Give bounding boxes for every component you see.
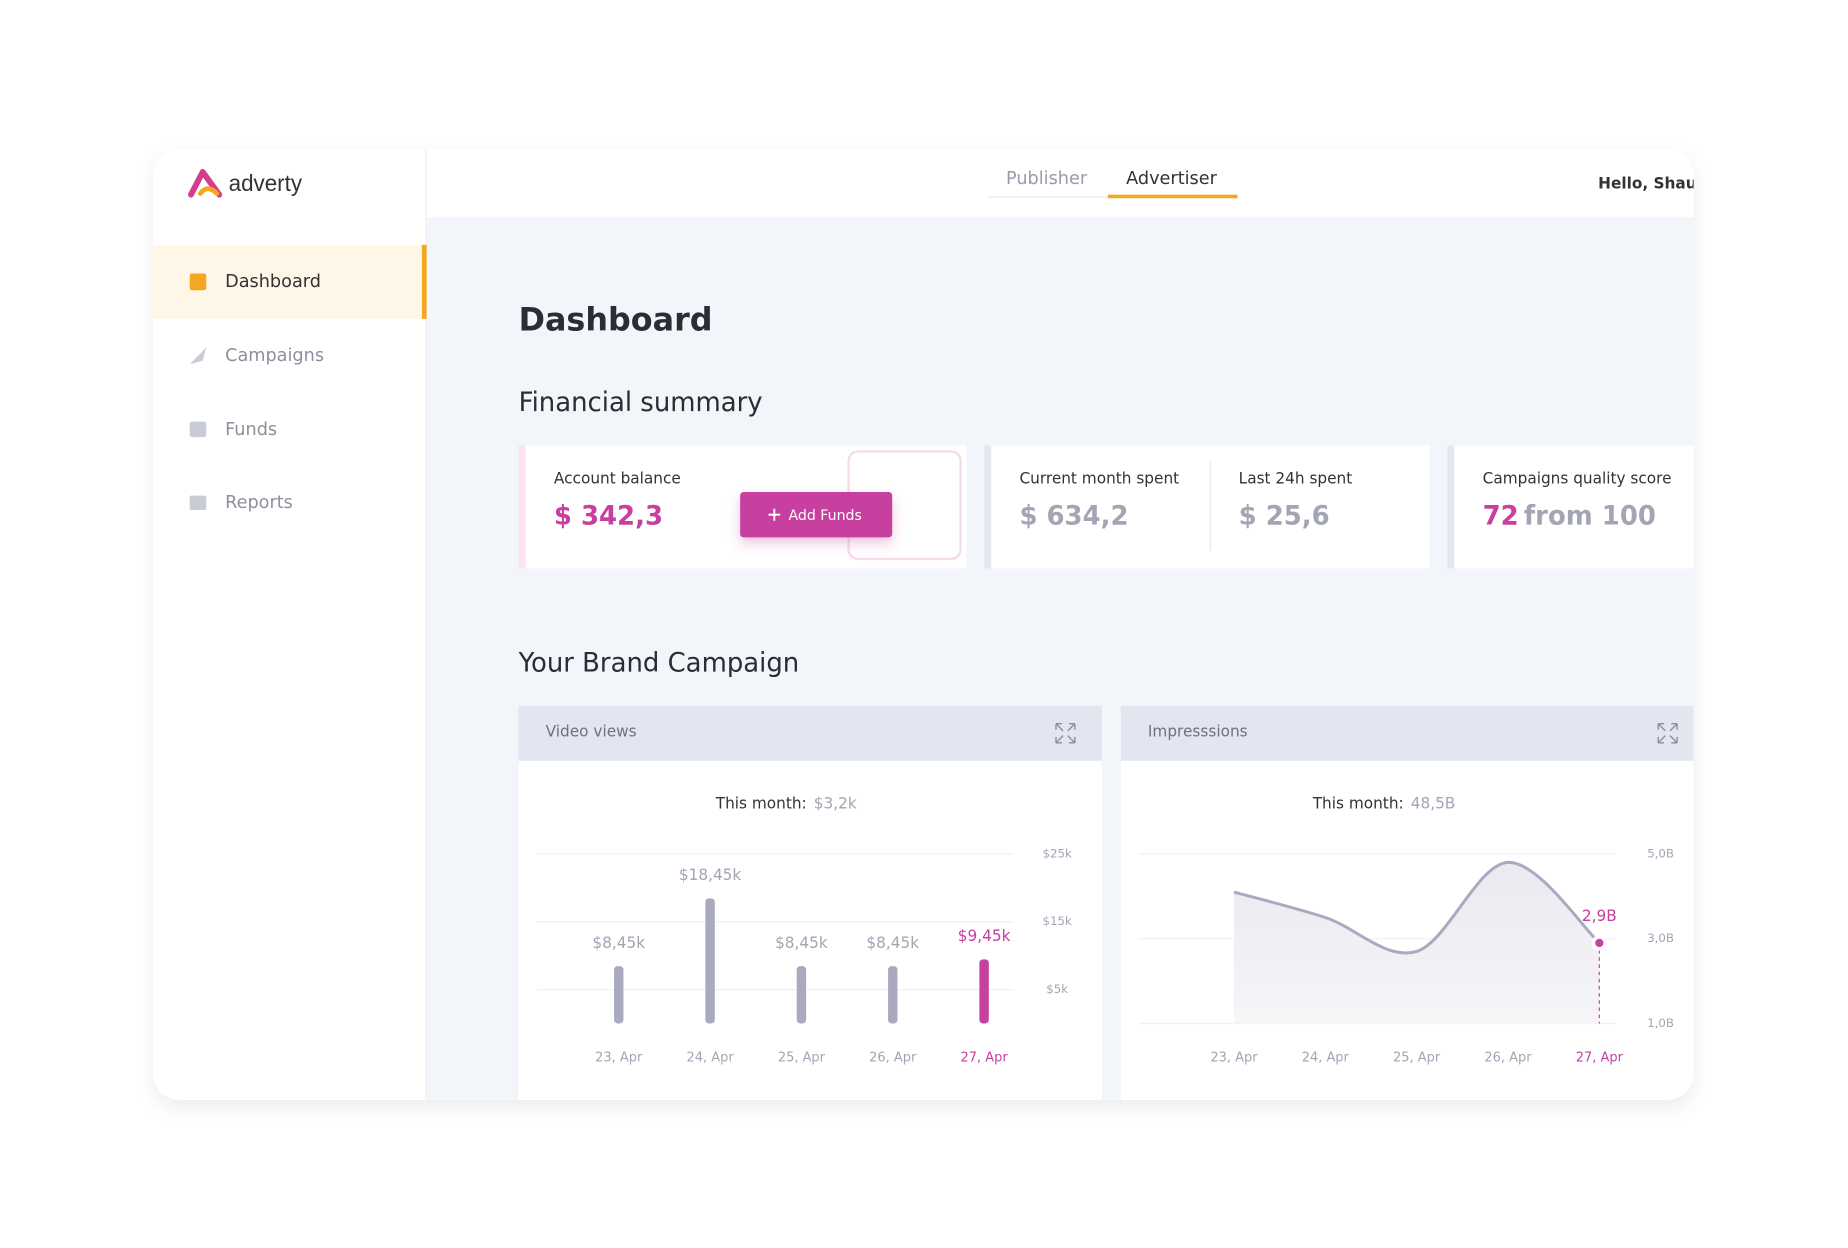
tab[interactable]: Publisher: [1006, 168, 1088, 189]
card-label: Current month spent: [1019, 469, 1179, 487]
section-title: Financial summary: [519, 388, 763, 418]
add-funds-button[interactable]: [740, 492, 893, 538]
x-tick-label: 27, Apr: [961, 1051, 1009, 1066]
y-tick-label: 5,0B: [1647, 846, 1674, 860]
nav-item[interactable]: Reports: [225, 492, 293, 513]
bar: [705, 898, 715, 1024]
section-title: Your Brand Campaign: [518, 648, 800, 678]
value-label: $9,45k: [958, 927, 1011, 945]
x-tick-label: 23, Apr: [1210, 1051, 1258, 1066]
nav-icon: [189, 347, 207, 365]
nav-item[interactable]: Campaigns: [225, 345, 324, 366]
x-tick-label: 25, Apr: [778, 1051, 826, 1066]
nav-item[interactable]: Dashboard: [225, 271, 321, 292]
value-label: 2,9B: [1582, 907, 1617, 925]
card-accent: [1447, 445, 1455, 569]
card-label: Campaigns quality score: [1483, 469, 1672, 487]
expand-icon[interactable]: [1055, 723, 1076, 744]
bar: [614, 966, 624, 1024]
chart-subtitle: This month:: [715, 794, 807, 812]
value-label: $8,45k: [775, 934, 828, 952]
y-tick-label: $15k: [1043, 914, 1072, 928]
x-tick-label: 26, Apr: [869, 1051, 917, 1066]
value-label: $8,45k: [866, 934, 919, 952]
area: [1233, 862, 1600, 1024]
card-value: $ 342,3: [554, 502, 663, 532]
x-tick-label: 25, Apr: [1393, 1051, 1441, 1066]
bar: [796, 966, 807, 1024]
button-label[interactable]: Add Funds: [788, 508, 861, 524]
card-value-suffix: from 100: [1524, 502, 1656, 532]
card: [984, 445, 1430, 569]
y-tick-label: $25k: [1043, 846, 1072, 860]
y-tick-label: $5k: [1046, 982, 1068, 996]
card-value: $ 634,2: [1019, 502, 1128, 532]
plot: 2,9B: [1138, 853, 1617, 1025]
chart-title: Video views: [546, 723, 637, 741]
x-tick-label: 24, Apr: [687, 1051, 735, 1066]
chart-total: $3,2k: [814, 794, 857, 812]
card-label: Last 24h spent: [1239, 469, 1353, 487]
chart-panel: [518, 705, 1102, 1100]
chart-title: Impresssions: [1148, 723, 1248, 741]
chart-subtitle: This month:: [1312, 794, 1404, 812]
nav-icon: [189, 421, 207, 438]
logo-accent: [198, 186, 220, 196]
x-tick-label: 23, Apr: [595, 1051, 643, 1066]
expand-icon[interactable]: [1657, 723, 1678, 744]
sidebar-border: [425, 149, 427, 1100]
x-tick-label: 24, Apr: [1302, 1051, 1350, 1066]
bar: [979, 959, 989, 1024]
card-accent: [984, 445, 992, 569]
value-label: $8,45k: [592, 934, 645, 952]
chart-header: [1120, 705, 1694, 761]
card-accent: [518, 445, 526, 569]
nav-icon: [189, 273, 207, 291]
point: [1591, 935, 1607, 951]
tab-active[interactable]: Advertiser: [1126, 168, 1217, 189]
plus-icon: [768, 508, 781, 521]
bar: [888, 966, 898, 1024]
tab-underline: [1107, 194, 1238, 199]
charts: Video views This month: $3,2k $8,45k $18,45k…: [518, 705, 1694, 1100]
card-value: 72: [1483, 502, 1519, 532]
line: [1233, 860, 1601, 955]
logo: [187, 168, 223, 198]
y-tick-label: 3,0B: [1647, 931, 1674, 945]
nav-active-bar: [421, 244, 427, 319]
nav-item[interactable]: Funds: [225, 419, 277, 440]
value-label: $18,45k: [679, 866, 741, 884]
chart-panel: [1120, 705, 1694, 1100]
y-tick-label: 1,0B: [1647, 1016, 1674, 1030]
x-tick-label: 27, Apr: [1576, 1051, 1624, 1066]
card-value: $ 25,6: [1239, 502, 1330, 532]
greeting: Hello, Shaun: [1598, 174, 1707, 192]
card-label: Account balance: [554, 469, 681, 487]
x-tick-label: 26, Apr: [1484, 1051, 1532, 1066]
plot: $8,45k $18,45k $8,45k $8,45k $9,45k: [536, 853, 1014, 1024]
nav-icon: [189, 495, 207, 510]
chart-header: [518, 705, 1102, 761]
brand: adverty: [229, 171, 303, 196]
card: [1447, 445, 1694, 569]
page-title: Dashboard: [519, 300, 713, 338]
chart-total: 48,5B: [1411, 794, 1456, 812]
